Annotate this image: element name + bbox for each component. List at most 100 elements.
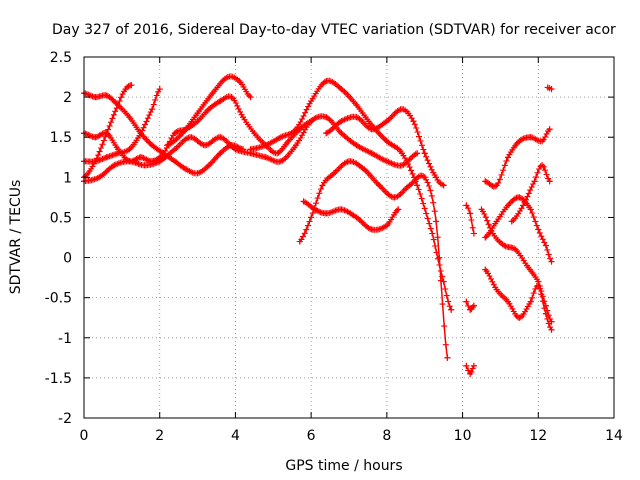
data-point (323, 114, 330, 121)
data-point (179, 130, 186, 137)
data-point (103, 130, 110, 137)
data-point (126, 146, 133, 153)
data-point (164, 142, 171, 149)
series-line (484, 128, 551, 188)
data-point (247, 146, 254, 153)
data-series-sat-10 (323, 106, 447, 189)
data-series-sat-19 (544, 84, 555, 93)
data-point (92, 134, 99, 141)
data-point (539, 162, 546, 169)
data-series-sat-17 (478, 206, 555, 325)
data-series-sat-12 (463, 362, 477, 377)
data-point (96, 174, 103, 181)
data-point (137, 154, 144, 161)
data-point (368, 226, 375, 233)
data-point (171, 130, 178, 137)
data-point (391, 194, 398, 201)
series-line (484, 268, 553, 331)
data-point (546, 178, 553, 185)
data-point (319, 182, 326, 189)
data-point (111, 162, 118, 169)
data-point (429, 230, 436, 237)
data-point (194, 110, 201, 117)
data-point (383, 222, 390, 229)
data-point (531, 178, 538, 185)
data-point (376, 182, 383, 189)
data-point (520, 202, 527, 209)
data-point (171, 158, 178, 165)
data-point (467, 370, 474, 377)
data-point (516, 314, 523, 321)
data-point (209, 90, 216, 97)
y-axis-label: SDTVAR / TECUs (8, 180, 24, 295)
data-point (187, 134, 193, 141)
data-point (505, 154, 511, 161)
data-point (296, 238, 303, 245)
plot-frame (83, 56, 615, 419)
x-tick-label: 12 (529, 428, 547, 444)
series-markers (296, 158, 451, 361)
data-point (361, 166, 368, 173)
data-point (463, 298, 470, 305)
data-point (527, 298, 534, 305)
data-point (433, 218, 440, 225)
chart-title: Day 327 of 2016, Sidereal Day-to-day VTE… (52, 22, 616, 38)
data-point (232, 146, 239, 153)
data-point (308, 98, 315, 105)
data-series-sat-13 (463, 298, 477, 313)
y-tick-label: 1.5 (50, 130, 72, 146)
data-point (156, 158, 163, 165)
data-point (217, 134, 224, 141)
data-point (535, 278, 542, 285)
data-point (493, 182, 500, 189)
data-point (512, 246, 519, 253)
data-series-sat-6 (164, 73, 254, 149)
x-tick-label: 14 (605, 428, 623, 444)
data-point (395, 206, 402, 213)
data-point (383, 118, 390, 125)
data-point (171, 146, 178, 153)
series-markers (544, 84, 555, 93)
data-point (311, 206, 318, 213)
data-point (353, 142, 360, 149)
data-point (399, 106, 405, 113)
data-point (489, 230, 496, 237)
x-tick-label: 10 (454, 428, 472, 444)
data-point (323, 210, 330, 217)
data-point (149, 142, 156, 149)
data-point (482, 266, 489, 273)
data-point (505, 298, 511, 305)
y-tick-label: -1 (58, 331, 72, 347)
data-point (505, 202, 511, 209)
data-point (548, 318, 555, 325)
data-series-sat-7 (247, 77, 455, 313)
data-point (262, 154, 269, 161)
series-markers (247, 77, 455, 313)
data-point (542, 242, 549, 249)
data-point (467, 210, 474, 217)
data-point (103, 154, 110, 161)
data-point (470, 230, 477, 237)
data-point (122, 86, 129, 93)
data-point (194, 170, 201, 177)
data-point (92, 94, 99, 101)
data-point (444, 354, 451, 361)
data-point (141, 162, 148, 169)
data-point (323, 78, 330, 85)
data-point (205, 162, 212, 169)
data-point (228, 94, 235, 101)
data-point (440, 182, 447, 189)
data-point (368, 150, 375, 157)
data-point (251, 130, 258, 137)
series-markers (478, 206, 555, 325)
data-point (262, 142, 269, 149)
x-tick-label: 8 (382, 428, 391, 444)
data-point (353, 214, 360, 221)
y-tick-label: -1.5 (45, 371, 72, 387)
y-tick-label: 0 (63, 251, 72, 267)
data-point (544, 84, 551, 91)
axis-ticks: 0 2 4 6 8 10 12 14 -2 -1.5 -1 -0.5 0 0.5 1 1.5 2 2.5 (45, 50, 623, 444)
data-point (285, 138, 292, 145)
data-point (128, 82, 135, 89)
